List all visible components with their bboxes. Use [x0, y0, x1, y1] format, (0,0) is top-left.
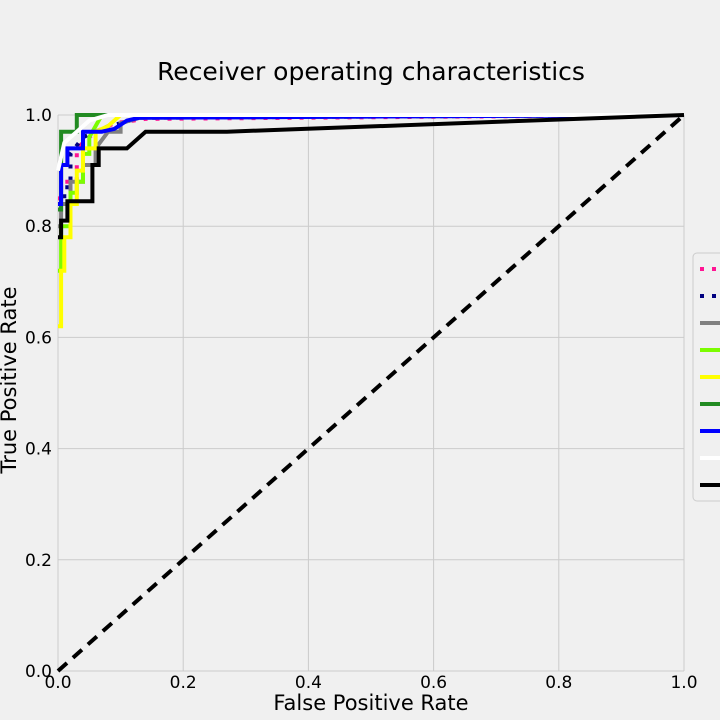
roc-curve-7 [58, 113, 685, 206]
x-tick-label: 0.8 [545, 673, 572, 693]
y-tick-label: 1.0 [25, 106, 52, 126]
legend [692, 252, 720, 502]
y-tick-label: 0.4 [25, 440, 52, 460]
x-axis-ticks: 0.0 0.2 0.4 0.6 0.8 1.0 [44, 673, 697, 693]
y-axis-ticks: 0.0 0.2 0.4 0.6 0.8 1.0 [25, 106, 52, 682]
y-tick-label: 0.0 [25, 662, 52, 682]
roc-curve-8 [56, 113, 684, 172]
x-tick-label: 1.0 [670, 673, 697, 693]
y-tick-label: 0.6 [25, 328, 52, 348]
x-tick-label: 0.6 [420, 673, 447, 693]
x-tick-label: 0.0 [44, 673, 71, 693]
x-tick-label: 0.4 [295, 673, 322, 693]
series-layer [56, 113, 686, 673]
chart-title: Receiver operating characteristics [157, 57, 585, 86]
y-axis-label: True Positive Rate [0, 286, 21, 474]
y-tick-label: 0.8 [25, 217, 52, 237]
roc-curve-5 [58, 113, 684, 329]
roc-curve-9 [58, 113, 685, 240]
x-tick-label: 0.2 [170, 673, 197, 693]
y-tick-label: 0.2 [25, 551, 52, 571]
x-axis-label: False Positive Rate [273, 691, 468, 715]
